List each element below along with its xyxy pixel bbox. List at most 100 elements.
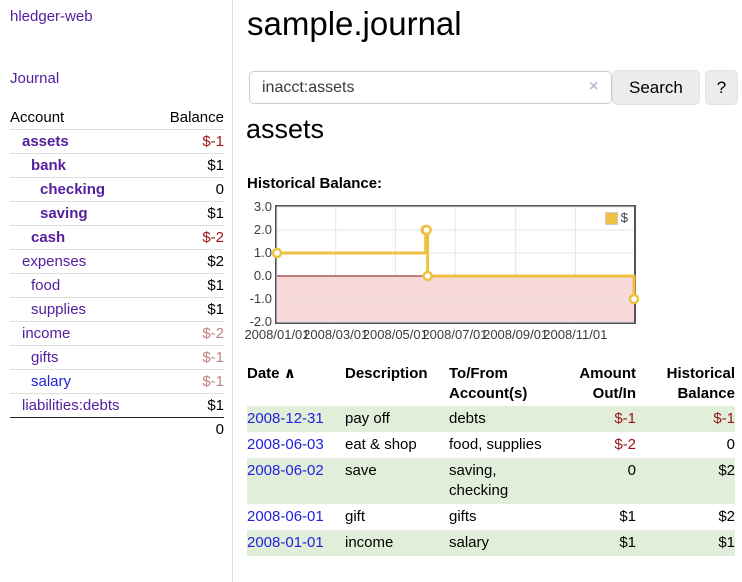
help-button[interactable]: ?	[705, 70, 738, 105]
account-balance: $-1	[202, 133, 224, 150]
historical-balance-chart: $ 3.0 2.0 1.0 0.0 -1.0 -2.0 2008/01/01 2008/03/…	[244, 198, 735, 348]
account-link[interactable]: checking	[40, 181, 106, 198]
transaction-balance: $1	[718, 534, 735, 551]
legend-label: $	[620, 210, 628, 225]
transaction-description: eat & shop	[345, 436, 417, 453]
account-link[interactable]: supplies	[31, 301, 87, 318]
account-row: assets $-1	[10, 129, 224, 154]
app-title-link[interactable]: hledger-web	[10, 8, 93, 25]
x-axis-tick-label: 2008/05/01	[362, 327, 428, 342]
account-row: expenses $2	[10, 249, 224, 274]
accounts-table-header: Account Balance	[10, 106, 224, 130]
transaction-amount: $1	[619, 534, 636, 551]
account-balance: $1	[207, 301, 224, 318]
transaction-row: 2008-01-01 income salary $1 $1	[247, 530, 735, 556]
search-input[interactable]	[249, 71, 612, 104]
transaction-amount: 0	[627, 462, 636, 479]
y-axis-tick-label: 1.0	[253, 245, 272, 260]
transaction-balance: $-1	[713, 410, 735, 427]
account-balance: $1	[207, 205, 224, 222]
chart-legend: $	[602, 210, 630, 226]
transaction-date-link[interactable]: 2008-06-01	[247, 508, 324, 525]
transaction-balance: 0	[726, 436, 735, 453]
account-row: saving $1	[10, 201, 224, 226]
register-header-date: Date ∧	[247, 365, 296, 382]
transaction-description: income	[345, 534, 394, 551]
account-link[interactable]: salary	[31, 373, 72, 390]
transaction-accounts: gifts	[449, 508, 477, 525]
sidebar: hledger-web Journal Account Balance asse…	[0, 0, 233, 582]
legend-swatch-icon	[604, 211, 618, 225]
transaction-balance: $2	[718, 462, 735, 479]
account-link[interactable]: food	[31, 277, 61, 294]
accounts-total-value: 0	[215, 421, 224, 438]
register-header-balance: Historical Balance	[666, 365, 735, 402]
accounts-table: Account Balance assets $-1 bank $1 check…	[10, 106, 224, 441]
account-row: bank $1	[10, 153, 224, 178]
search-button[interactable]: Search	[612, 70, 700, 105]
register-header-description: Description	[345, 365, 428, 382]
transaction-description: pay off	[345, 410, 390, 427]
transaction-amount: $-1	[614, 410, 636, 427]
account-balance: $-1	[202, 373, 224, 390]
x-axis-tick-label: 2008/03/01	[303, 327, 369, 342]
account-balance: $1	[207, 157, 224, 174]
account-link[interactable]: liabilities:debts	[22, 397, 120, 414]
account-link[interactable]: bank	[31, 157, 67, 174]
account-balance: 0	[215, 181, 224, 198]
y-axis-tick-label: 2.0	[253, 222, 272, 237]
account-row: supplies $1	[10, 297, 224, 322]
transaction-row: 2008-06-02 save saving, checking 0 $2	[247, 458, 735, 504]
sidebar-item-journal[interactable]: Journal	[10, 70, 60, 87]
page-title: sample.journal	[247, 5, 462, 42]
register-table: Date ∧ Description To/From Account(s) Am…	[247, 362, 735, 556]
clear-search-icon[interactable]: ×	[589, 78, 599, 95]
register-header-row: Date ∧ Description To/From Account(s) Am…	[247, 362, 735, 406]
transaction-date-link[interactable]: 2008-06-03	[247, 436, 324, 453]
transaction-description: gift	[345, 508, 366, 525]
chart-title: Historical Balance:	[247, 175, 383, 192]
x-axis-tick-label: 2008/01/01	[244, 327, 310, 342]
account-row: cash $-2	[10, 225, 224, 250]
transaction-date-link[interactable]: 2008-06-02	[247, 462, 324, 479]
sort-ascending-icon: ∧	[283, 365, 296, 382]
account-row: liabilities:debts $1	[10, 393, 224, 418]
account-row: income $-2	[10, 321, 224, 346]
transaction-date-link[interactable]: 2008-01-01	[247, 534, 324, 551]
account-balance: $-2	[202, 229, 224, 246]
y-axis-tick-label: -2.0	[249, 314, 272, 329]
account-row: gifts $-1	[10, 345, 224, 370]
transaction-row: 2008-06-01 gift gifts $1 $2	[247, 504, 735, 530]
account-row: checking 0	[10, 177, 224, 202]
y-axis-tick-label: -1.0	[249, 291, 272, 306]
transaction-balance: $2	[718, 508, 735, 525]
accounts-header-balance: Balance	[169, 109, 224, 126]
y-axis-tick-label: 3.0	[253, 199, 272, 214]
transaction-description: save	[345, 462, 377, 479]
accounts-total-row: 0	[10, 417, 224, 442]
account-row: food $1	[10, 273, 224, 298]
accounts-header-account: Account	[10, 109, 65, 126]
account-balance: $2	[207, 253, 224, 270]
transaction-row: 2008-12-31 pay off debts $-1 $-1	[247, 406, 735, 432]
transaction-accounts: saving, checking	[449, 462, 509, 499]
account-link[interactable]: cash	[31, 229, 66, 246]
transaction-date-link[interactable]: 2008-12-31	[247, 410, 324, 427]
transaction-amount: $-2	[614, 436, 636, 453]
register-header-amount: Amount Out/In	[579, 365, 636, 402]
account-link[interactable]: expenses	[22, 253, 87, 270]
account-link[interactable]: gifts	[31, 349, 59, 366]
transaction-accounts: salary	[449, 534, 490, 551]
account-row: salary $-1	[10, 369, 224, 394]
account-balance: $1	[207, 277, 224, 294]
transaction-accounts: food, supplies	[449, 436, 542, 453]
account-link[interactable]: assets	[22, 133, 69, 150]
transaction-accounts: debts	[449, 410, 486, 427]
transaction-row: 2008-06-03 eat & shop food, supplies $-2…	[247, 432, 735, 458]
account-link[interactable]: income	[22, 325, 71, 342]
account-link[interactable]: saving	[40, 205, 88, 222]
y-axis-tick-label: 0.0	[253, 268, 272, 283]
register-header-accounts: To/From Account(s)	[449, 365, 528, 402]
x-axis-tick-label: 2008/09/01	[483, 327, 549, 342]
chart-plot-area: $	[271, 205, 640, 324]
